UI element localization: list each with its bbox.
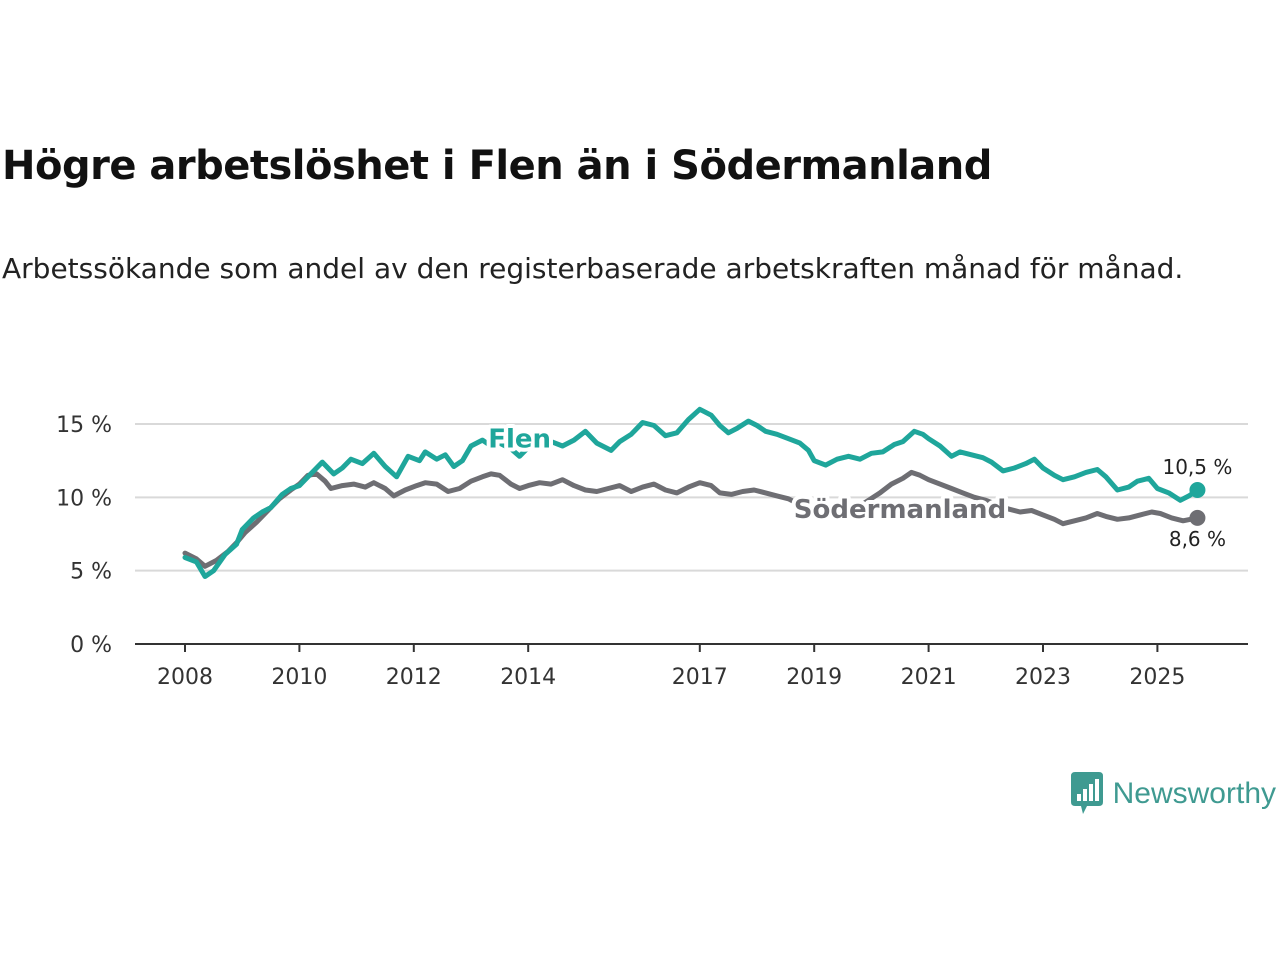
series-end-point-s-dermanland: [1189, 509, 1206, 526]
y-tick-label: 10 %: [56, 486, 112, 511]
y-tick-label: 5 %: [70, 560, 112, 585]
series-label-flen: Flen: [488, 425, 551, 455]
x-tick-label: 2014: [500, 665, 556, 690]
newsworthy-logo: Newsworthy: [1069, 772, 1276, 816]
x-axis-ticks: 2008 2010 2012 2014 2017 2019 2021 2023 2025: [135, 643, 1248, 690]
x-tick-label: 2019: [786, 665, 842, 690]
x-tick-label: 2017: [672, 665, 728, 690]
end-value-label-flen: 10,5 %: [1162, 455, 1232, 479]
series-labels: Flen Södermanland 10,5 % 8,6 %: [484, 421, 1235, 554]
chart-title: Högre arbetslöshet i Flen än i Södermanl…: [2, 143, 992, 189]
y-axis-ticks: 0 % 5 % 10 % 15 %: [56, 413, 112, 658]
brand-name: Newsworthy: [1112, 777, 1276, 810]
logo-bar-3: [1088, 784, 1093, 801]
x-tick-label: 2025: [1129, 665, 1185, 690]
x-tick-label: 2021: [901, 665, 957, 690]
end-value-label-s-dermanland: 8,6 %: [1169, 527, 1226, 551]
series-line-s-dermanland: [182, 469, 1200, 569]
x-tick-label: 2023: [1015, 665, 1071, 690]
y-tick-label: 15 %: [56, 413, 112, 438]
x-tick-label: 2010: [271, 665, 327, 690]
x-tick-label: 2012: [386, 665, 442, 690]
series-label-s-dermanland: Södermanland: [794, 495, 1006, 525]
series-line-flen: [182, 406, 1200, 579]
logo-bar-1: [1076, 794, 1081, 801]
y-tick-label: 0 %: [70, 633, 112, 658]
series-end-point-flen: [1189, 482, 1206, 498]
gridlines: [135, 423, 1248, 572]
x-tick-label: 2008: [157, 665, 213, 690]
logo-bar-2: [1082, 789, 1087, 801]
chart-subtitle: Arbetssökande som andel av den registerb…: [2, 252, 1184, 285]
newsworthy-logo-icon: [1070, 772, 1103, 814]
logo-bar-4: [1094, 779, 1099, 801]
line-chart: 0 %5 %10 %15 % 2008 2010 2012 2014 2017 2019 2…: [56, 406, 1248, 690]
series-lines: [182, 406, 1206, 579]
